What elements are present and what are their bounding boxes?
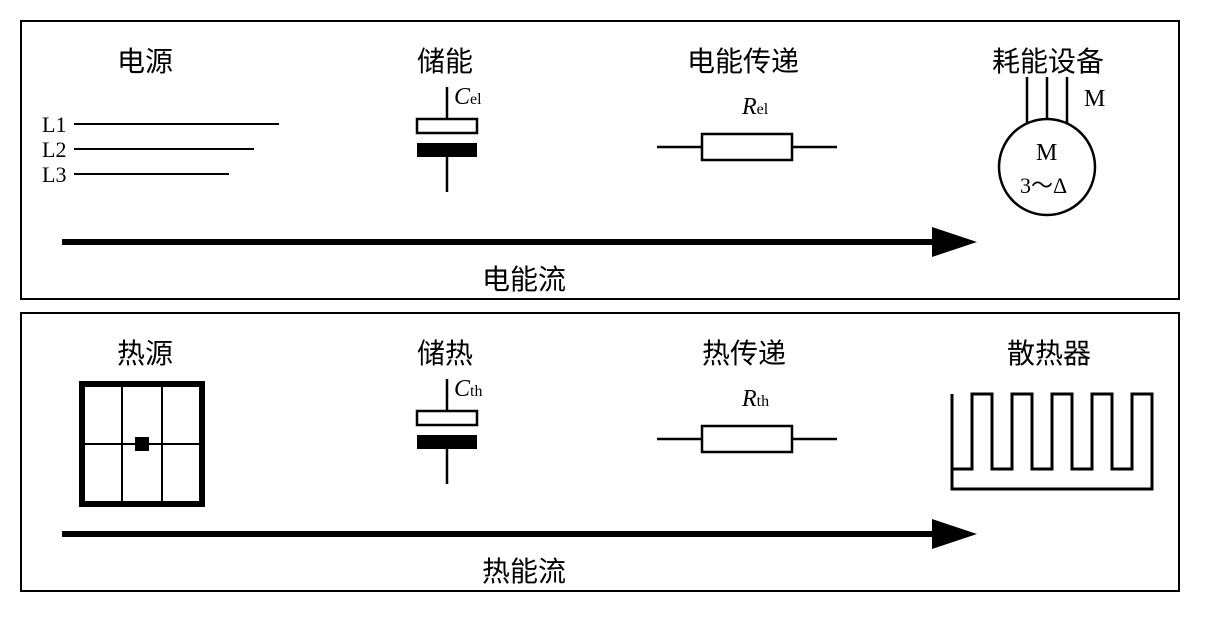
motor-inner-bottom: 3～Δ — [1020, 168, 1067, 200]
res-sub-el: el — [757, 101, 769, 118]
header-storage-el: 储能 — [417, 40, 473, 80]
three-phase-lines-icon — [74, 112, 284, 192]
heat-source-grid-icon — [77, 379, 207, 509]
motor-outer-label: M — [1084, 86, 1105, 113]
capacitor-label-th: Cth — [454, 376, 482, 403]
header-consumer-el: 耗能设备 — [992, 40, 1104, 80]
resistor-label-th: Rth — [742, 386, 769, 413]
header-source-th: 热源 — [117, 332, 173, 372]
electrical-flow-arrow-icon — [62, 222, 982, 262]
line-label-l2: L2 — [42, 137, 66, 163]
flow-label-el: 电能流 — [482, 258, 566, 298]
res-sub-th: th — [757, 393, 769, 410]
header-transfer-th: 热传递 — [702, 332, 786, 372]
thermal-panel: 热源 储热 热传递 散热器 Cth Rth 热能流 — [20, 312, 1180, 592]
heatsink-icon — [947, 389, 1157, 499]
cap-letter-el: C — [454, 84, 470, 110]
header-storage-th: 储热 — [417, 332, 473, 372]
line-label-l1: L1 — [42, 112, 66, 138]
electrical-panel: 电源 储能 电能传递 耗能设备 L1 L2 L3 Cel Rel M M 3～Δ — [20, 20, 1180, 300]
capacitor-label-el: Cel — [454, 84, 482, 111]
thermal-flow-arrow-icon — [62, 514, 982, 554]
header-transfer-el: 电能传递 — [687, 40, 799, 80]
thermal-resistor-icon — [657, 414, 837, 464]
resistor-icon — [657, 122, 837, 172]
motor-inner-top: M — [1036, 140, 1057, 167]
header-source-el: 电源 — [117, 40, 173, 80]
line-label-l3: L3 — [42, 162, 66, 188]
cap-letter-th: C — [454, 376, 470, 402]
cap-sub-el: el — [470, 91, 482, 108]
res-letter-el: R — [742, 94, 757, 120]
res-letter-th: R — [742, 386, 757, 412]
resistor-label-el: Rel — [742, 94, 768, 121]
cap-sub-th: th — [470, 383, 482, 400]
flow-label-th: 热能流 — [482, 550, 566, 590]
header-consumer-th: 散热器 — [1007, 332, 1091, 372]
